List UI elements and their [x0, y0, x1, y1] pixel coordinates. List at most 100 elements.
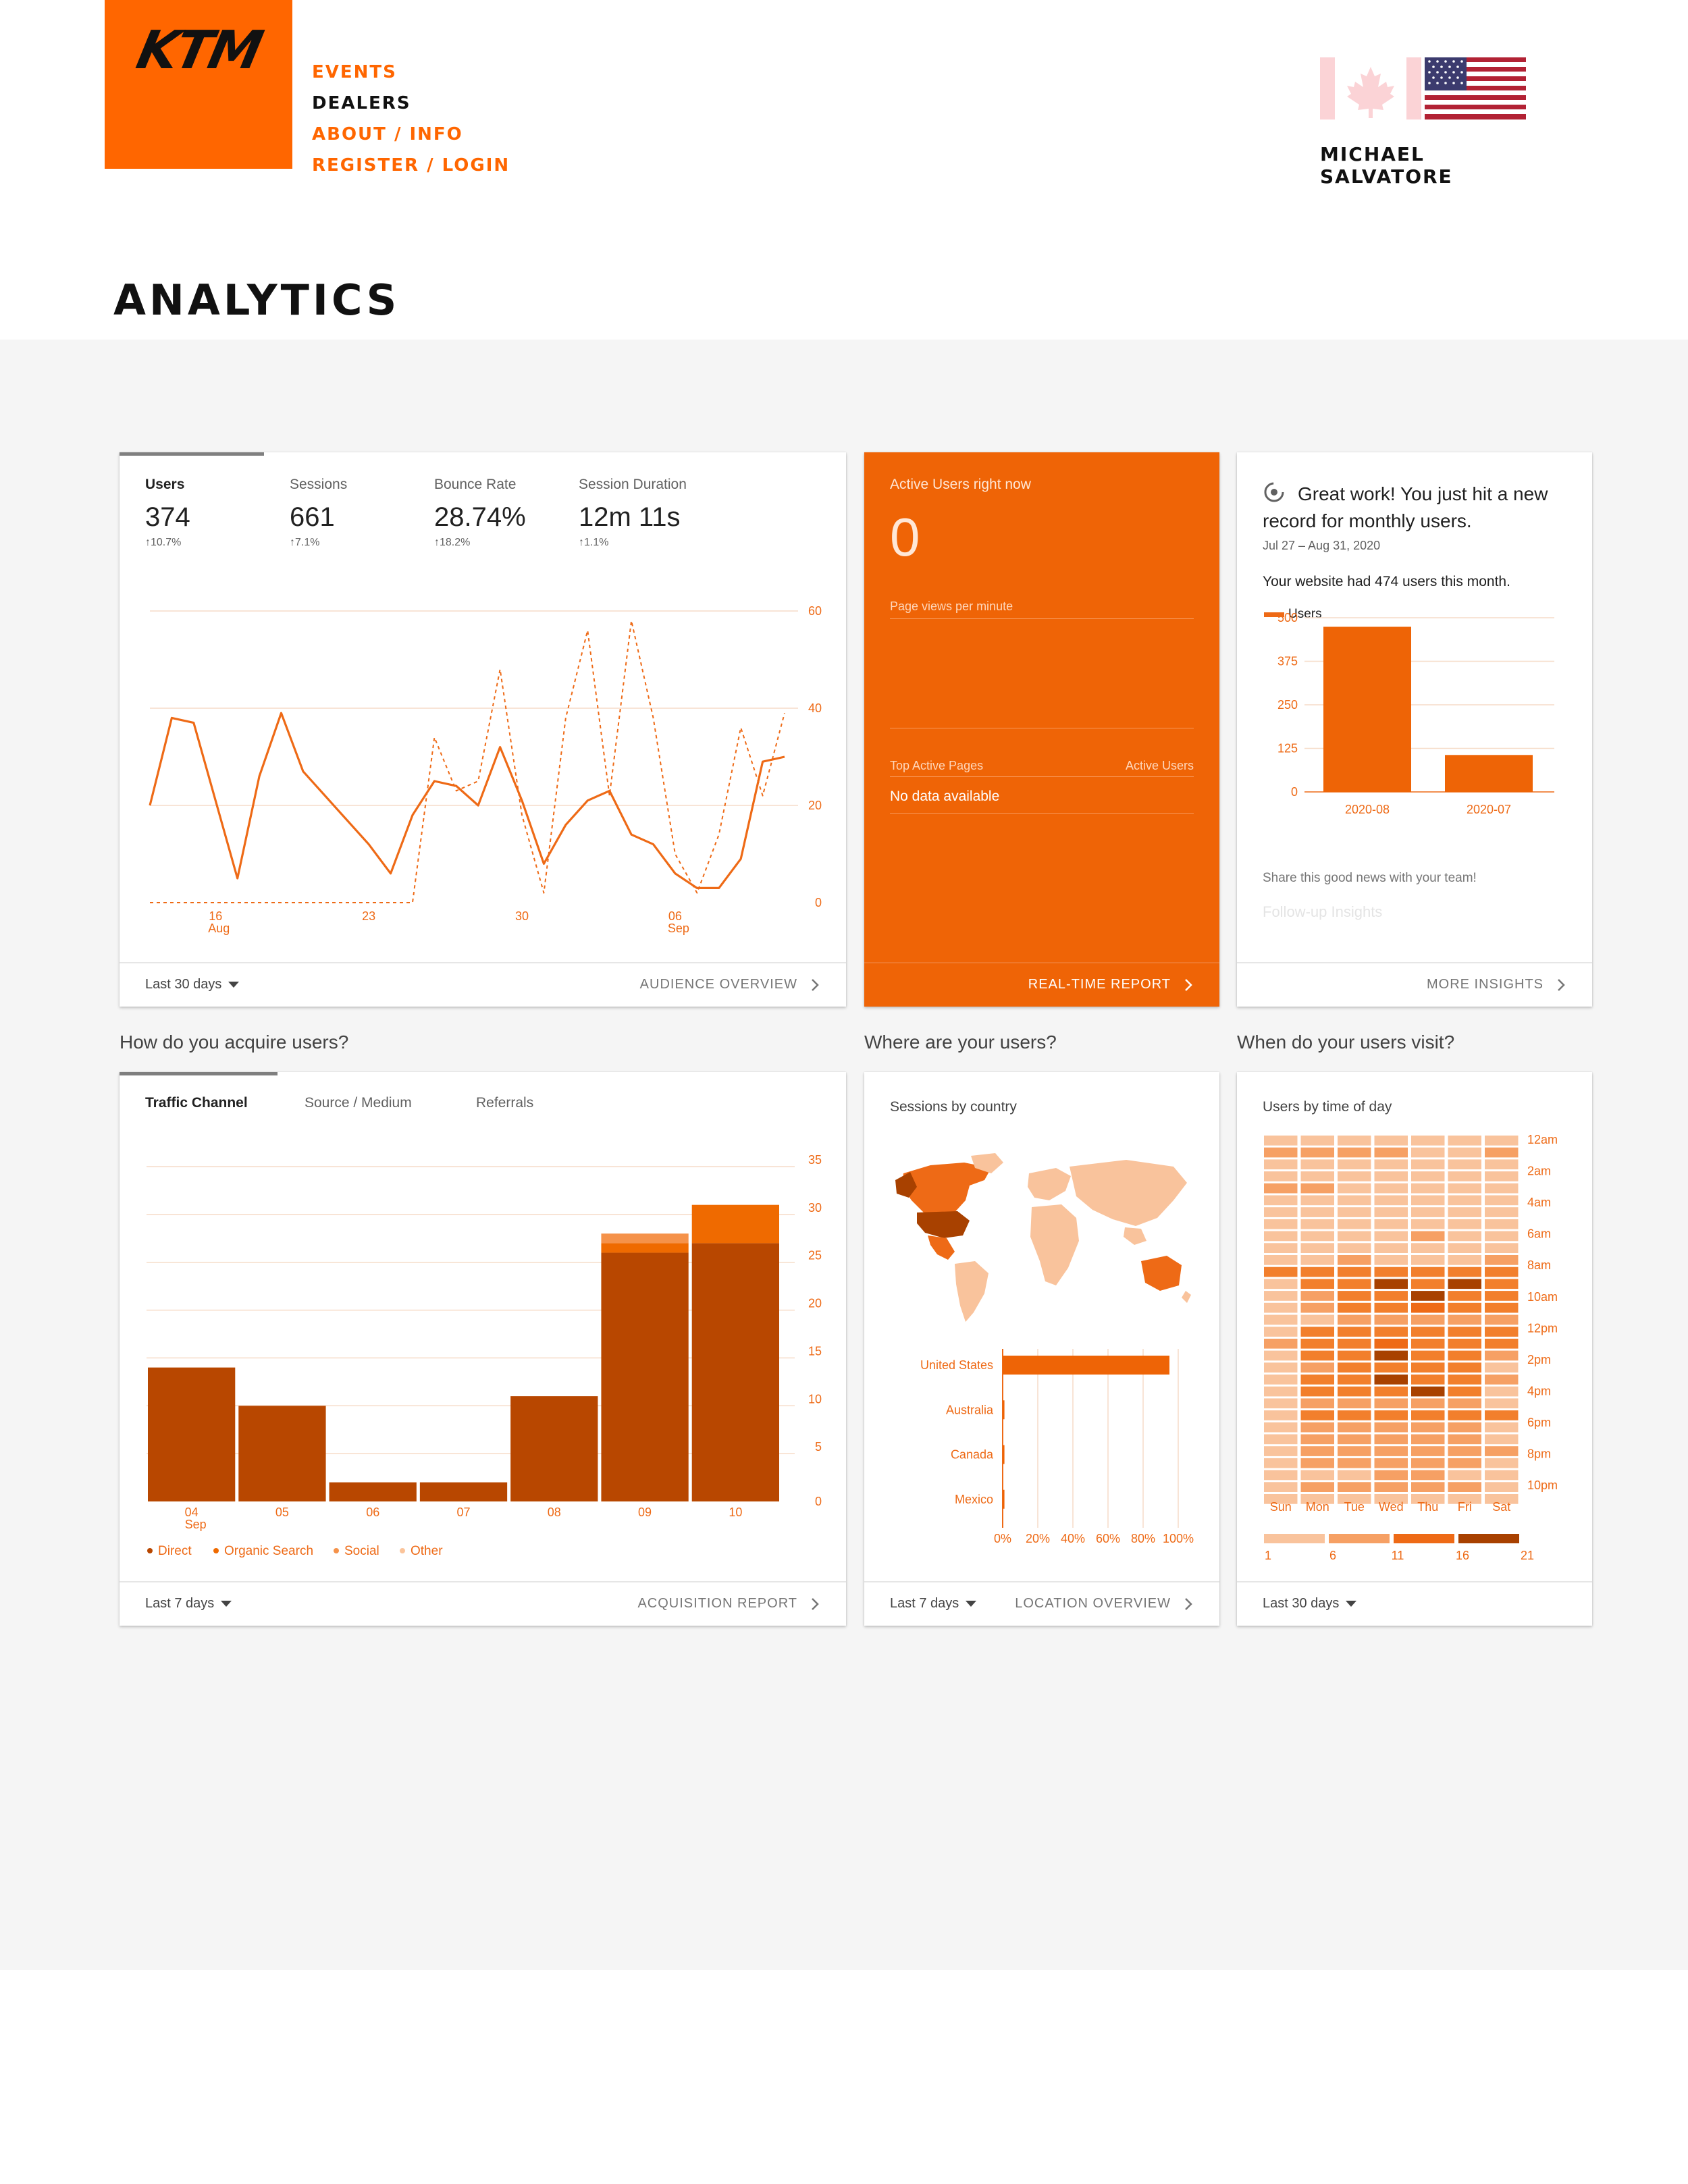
brand-logo[interactable]: KTM — [105, 0, 292, 169]
tab-source-medium[interactable]: Source / Medium — [305, 1095, 412, 1111]
heatmap-cell — [1374, 1255, 1408, 1265]
tab-referrals[interactable]: Referrals — [476, 1095, 534, 1111]
previous-period-line — [150, 620, 785, 903]
heatmap-cell — [1411, 1314, 1445, 1325]
heatmap-cell — [1485, 1159, 1519, 1170]
location-overview-link[interactable]: LOCATION OVERVIEW — [1015, 1596, 1171, 1611]
y-tick-label: 35 — [808, 1153, 822, 1167]
heatmap-cell — [1411, 1219, 1445, 1229]
up-arrow-icon: ↑ — [434, 537, 440, 548]
up-arrow-icon: ↑ — [579, 537, 584, 548]
active-users-value: 0 — [890, 507, 920, 567]
chevron-right-icon[interactable] — [1180, 977, 1196, 993]
heatmap-cell — [1448, 1171, 1481, 1181]
chevron-right-icon[interactable] — [1180, 1596, 1196, 1612]
user-name[interactable]: MICHAEL SALVATORE — [1320, 143, 1453, 188]
acquisition-report-link[interactable]: ACQUISITION REPORT — [637, 1596, 797, 1611]
metric-delta: 18.2% — [440, 537, 471, 548]
realtime-title: Active Users right now — [890, 477, 1031, 492]
x-tick-sublabel: Sep — [185, 1518, 207, 1531]
users-by-time-title: Users by time of day — [1263, 1099, 1392, 1115]
heatmap-cell — [1338, 1470, 1371, 1481]
metric-sessions[interactable]: Sessions 661 ↑7.1% — [290, 477, 347, 549]
heatmap-cell — [1448, 1255, 1481, 1265]
heatmap-cell — [1300, 1398, 1334, 1409]
y-tick-label: 0 — [815, 896, 822, 909]
heatmap-cell — [1264, 1159, 1298, 1170]
heatmap-cell — [1411, 1482, 1445, 1492]
heatmap-cell — [1338, 1231, 1371, 1242]
y-tick-label: 30 — [808, 1201, 822, 1215]
realtime-report-link[interactable]: REAL-TIME REPORT — [1028, 977, 1171, 992]
canada-flag-icon[interactable] — [1320, 57, 1421, 119]
heatmap-cell — [1374, 1375, 1408, 1385]
y-tick-label: Mexico — [955, 1493, 993, 1506]
map-region-mexico — [928, 1235, 955, 1260]
nav-item-register[interactable]: REGISTER / LOGIN — [312, 155, 510, 176]
nav-item-dealers[interactable]: DEALERS — [312, 93, 411, 113]
nav-item-events[interactable]: EVENTS — [312, 62, 397, 82]
heatmap-cell — [1338, 1291, 1371, 1301]
date-range-dropdown[interactable]: Last 7 days — [145, 1596, 232, 1612]
heatmap-cell — [1300, 1243, 1334, 1253]
heatmap-cell — [1448, 1494, 1481, 1504]
x-tick-label: 04 — [185, 1506, 199, 1519]
heatmap-cell — [1448, 1327, 1481, 1337]
heatmap-cell — [1374, 1327, 1408, 1337]
map-region-australia — [1141, 1256, 1182, 1291]
legend-dot — [147, 1548, 153, 1553]
metric-session-duration[interactable]: Session Duration 12m 11s ↑1.1% — [579, 477, 687, 549]
heatmap-cell — [1338, 1422, 1371, 1433]
sessions-by-country-title: Sessions by country — [890, 1099, 1017, 1115]
heatmap-cell — [1264, 1350, 1298, 1361]
heatmap-cell — [1264, 1267, 1298, 1277]
bar-segment — [601, 1243, 689, 1253]
date-range-dropdown[interactable]: Last 30 days — [145, 977, 240, 992]
chevron-right-icon[interactable] — [807, 977, 823, 993]
heatmap-cell — [1485, 1255, 1519, 1265]
heatmap-cell — [1411, 1207, 1445, 1217]
heatmap-cell — [1485, 1398, 1519, 1409]
tab-traffic-channel[interactable]: Traffic Channel — [145, 1095, 248, 1111]
heatmap-cell — [1448, 1243, 1481, 1253]
heatmap-cell — [1485, 1350, 1519, 1361]
bar-segment — [419, 1482, 508, 1501]
heatmap-cell — [1374, 1482, 1408, 1492]
x-tick-label: Fri — [1458, 1500, 1472, 1514]
heatmap-cell — [1448, 1136, 1481, 1146]
heatmap-cell — [1374, 1398, 1408, 1409]
chevron-right-icon[interactable] — [1553, 977, 1569, 993]
world-map[interactable] — [890, 1153, 1194, 1329]
chevron-right-icon[interactable] — [807, 1596, 823, 1612]
date-range-label: Last 7 days — [890, 1596, 959, 1611]
insights-card-footer: MORE INSIGHTS — [1237, 962, 1592, 1007]
y-tick-label: 10 — [808, 1392, 822, 1406]
nav-item-about[interactable]: ABOUT / INFO — [312, 124, 463, 144]
insight-summary: Your website had 474 users this month. — [1263, 574, 1510, 589]
date-range-dropdown[interactable]: Last 30 days — [1263, 1596, 1357, 1612]
heatmap-cell — [1264, 1470, 1298, 1481]
followup-insights-link[interactable]: Follow-up Insights — [1263, 903, 1383, 920]
heatmap-cell — [1374, 1231, 1408, 1242]
audience-overview-link[interactable]: AUDIENCE OVERVIEW — [639, 977, 797, 992]
heatmap-cell — [1485, 1482, 1519, 1492]
metric-users[interactable]: Users 374 ↑10.7% — [145, 477, 190, 549]
heatmap-cell — [1374, 1350, 1408, 1361]
more-insights-link[interactable]: MORE INSIGHTS — [1426, 977, 1544, 992]
metric-bounce-rate[interactable]: Bounce Rate 28.74% ↑18.2% — [434, 477, 526, 549]
heatmap-cell — [1338, 1147, 1371, 1158]
date-range-dropdown[interactable]: Last 7 days — [890, 1596, 977, 1612]
bar-segment — [601, 1252, 689, 1501]
users-line — [149, 712, 785, 890]
usa-flag-icon[interactable] — [1425, 57, 1526, 119]
x-tick-label: 10 — [729, 1506, 742, 1519]
heatmap-cell — [1411, 1338, 1445, 1349]
y-tick-label: 20 — [808, 1297, 822, 1310]
heatmap-cell — [1485, 1422, 1519, 1433]
bar — [1445, 755, 1533, 792]
heatmap-cell — [1264, 1314, 1298, 1325]
heatmap-cell — [1411, 1183, 1445, 1194]
heatmap-cell — [1411, 1243, 1445, 1253]
heatmap-cell — [1300, 1434, 1334, 1445]
